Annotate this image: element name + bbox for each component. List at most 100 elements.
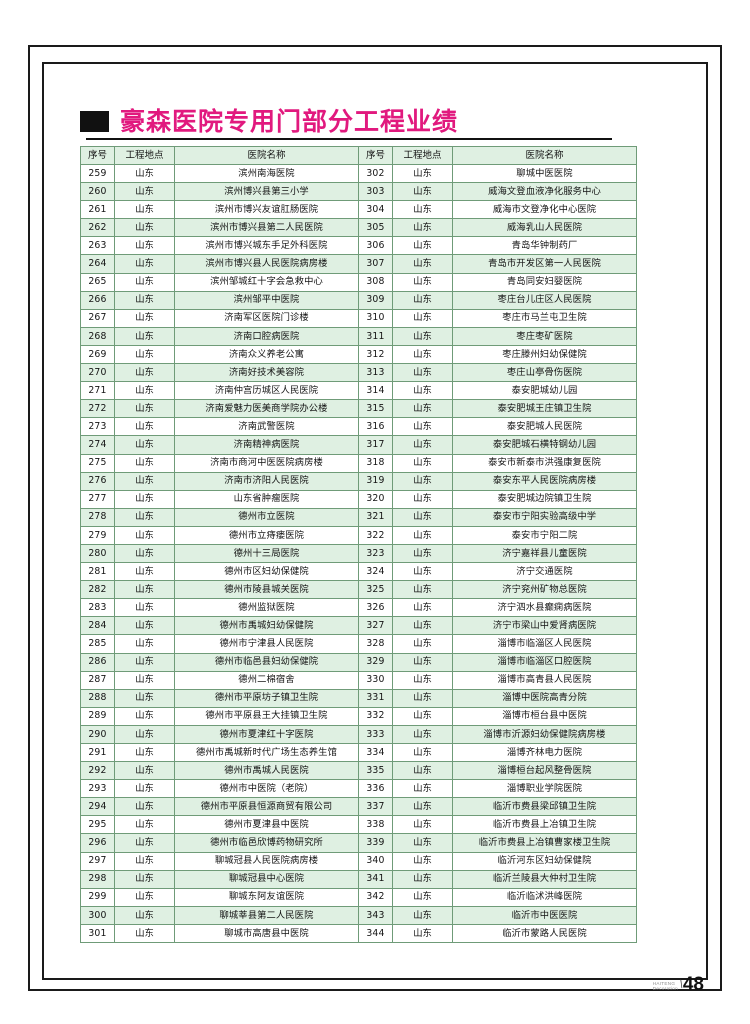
cell-index-right: 339 — [358, 833, 393, 853]
cell-index-left: 263 — [80, 236, 115, 256]
cell-index-left: 297 — [80, 851, 115, 871]
cell-location-right: 山东 — [392, 399, 453, 419]
cell-index-left: 259 — [80, 163, 115, 184]
cell-hospital-left: 滨州南海医院 — [174, 163, 359, 184]
cell-hospital-left: 滨州市博兴县人民医院病房楼 — [174, 254, 359, 274]
cell-location-right: 山东 — [392, 453, 453, 473]
cell-index-right: 317 — [358, 435, 393, 455]
cell-index-right: 328 — [358, 634, 393, 654]
table-row: 280 山东 德州十三局医院 323 山东 济宁嘉祥县儿童医院 — [80, 543, 637, 564]
cell-location-right: 山东 — [392, 851, 453, 871]
cell-index-left: 288 — [80, 688, 115, 708]
cell-index-right: 324 — [358, 562, 393, 582]
cell-index-left: 269 — [80, 344, 115, 365]
cell-hospital-left: 聊城冠县中心医院 — [174, 869, 359, 889]
cell-hospital-right: 泰安肥城王庄镇卫生院 — [452, 399, 637, 419]
cell-index-right: 344 — [358, 923, 393, 944]
cell-hospital-right: 淄博市临淄区口腔医院 — [452, 652, 637, 672]
table-row: 265 山东 滨州邹城红十字会急救中心 308 山东 青岛同安妇婴医院 — [80, 272, 637, 292]
table-row: 290 山东 德州市夏津红十字医院 333 山东 淄博市沂源妇幼保健院病房楼 — [80, 724, 637, 745]
cell-hospital-left: 滨州邹平中医院 — [174, 290, 359, 310]
table-row: 279 山东 德州市立痔瘘医院 322 山东 泰安市宁阳二院 — [80, 525, 637, 545]
cell-hospital-right: 济宁交通医院 — [452, 562, 637, 582]
col-header-hospital-right: 医院名称 — [452, 146, 637, 165]
square-bullet-icon — [80, 111, 109, 132]
cell-index-right: 340 — [358, 851, 393, 871]
cell-hospital-right: 枣庄山亭骨伤医院 — [452, 363, 637, 383]
cell-location-right: 山东 — [392, 869, 453, 889]
cell-hospital-right: 临沂市费县上冶镇卫生院 — [452, 815, 637, 835]
cell-hospital-right: 淄博市桓台县中医院 — [452, 706, 637, 726]
cell-index-right: 337 — [358, 797, 393, 817]
cell-index-right: 308 — [358, 272, 393, 292]
cell-location-right: 山东 — [392, 326, 453, 346]
cell-location-right: 山东 — [392, 471, 453, 491]
table-row: 287 山东 德州二棉宿舍 330 山东 淄博市高青县人民医院 — [80, 670, 637, 690]
cell-hospital-left: 滨州邹城红十字会急救中心 — [174, 272, 359, 292]
cell-index-right: 321 — [358, 507, 393, 527]
cell-location-left: 山东 — [114, 254, 175, 274]
page-title: 豪森医院专用门部分工程业绩 — [120, 107, 459, 136]
cell-hospital-left: 滨州博兴县第三小学 — [174, 182, 359, 202]
cell-hospital-left: 德州市夏津红十字医院 — [174, 724, 359, 745]
table-row: 262 山东 滨州市博兴县第二人民医院 305 山东 威海乳山人民医院 — [80, 218, 637, 238]
cell-index-right: 334 — [358, 742, 393, 763]
cell-index-left: 277 — [80, 489, 115, 509]
table-row: 272 山东 济南爱魅力医美商学院办公楼 315 山东 泰安肥城王庄镇卫生院 — [80, 399, 637, 419]
cell-location-right: 山东 — [392, 815, 453, 835]
cell-index-right: 302 — [358, 163, 393, 184]
table-row: 285 山东 德州市宁津县人民医院 328 山东 淄博市临淄区人民医院 — [80, 634, 637, 654]
cell-hospital-left: 聊城莘县第二人民医院 — [174, 905, 359, 925]
cell-location-left: 山东 — [114, 887, 175, 907]
cell-index-left: 276 — [80, 471, 115, 491]
cell-index-right: 313 — [358, 363, 393, 383]
cell-location-right: 山东 — [392, 417, 453, 437]
cell-index-left: 261 — [80, 200, 115, 220]
cell-hospital-right: 泰安东平人民医院病房楼 — [452, 471, 637, 491]
cell-location-left: 山东 — [114, 453, 175, 473]
cell-hospital-right: 淄博职业学院医院 — [452, 779, 637, 799]
cell-location-left: 山东 — [114, 200, 175, 220]
cell-hospital-left: 德州市禹城新时代广场生态养生馆 — [174, 742, 359, 763]
cell-hospital-left: 济南精神病医院 — [174, 435, 359, 455]
cell-location-left: 山东 — [114, 507, 175, 527]
cell-index-left: 286 — [80, 652, 115, 672]
table-row: 264 山东 滨州市博兴县人民医院病房楼 307 山东 青岛市开发区第一人民医院 — [80, 254, 637, 274]
cell-hospital-left: 济南市商河中医医院病房楼 — [174, 453, 359, 473]
cell-location-right: 山东 — [392, 272, 453, 292]
cell-index-left: 290 — [80, 724, 115, 745]
cell-location-right: 山东 — [392, 562, 453, 582]
cell-location-right: 山东 — [392, 923, 453, 944]
cell-hospital-right: 淄博市高青县人民医院 — [452, 670, 637, 690]
cell-index-right: 329 — [358, 652, 393, 672]
cell-index-left: 281 — [80, 562, 115, 582]
cell-location-left: 山东 — [114, 272, 175, 292]
cell-index-left: 273 — [80, 417, 115, 437]
cell-hospital-left: 德州市立医院 — [174, 507, 359, 527]
table-row: 268 山东 济南口腔病医院 311 山东 枣庄枣矿医院 — [80, 326, 637, 346]
cell-location-left: 山东 — [114, 236, 175, 256]
cell-hospital-left: 德州市平原县王大挂镇卫生院 — [174, 706, 359, 726]
cell-index-left: 295 — [80, 815, 115, 835]
table-row: 296 山东 德州市临邑欣博药物研究所 339 山东 临沂市费县上冶镇曹家楼卫生院 — [80, 833, 637, 853]
title-row: 豪森医院专用门部分工程业绩 — [80, 100, 640, 134]
table-row: 267 山东 济南军区医院门诊楼 310 山东 枣庄市马兰屯卫生院 — [80, 308, 637, 328]
cell-index-right: 311 — [358, 326, 393, 346]
cell-location-right: 山东 — [392, 381, 453, 401]
cell-index-left: 265 — [80, 272, 115, 292]
table-row: 277 山东 山东省肿瘤医院 320 山东 泰安肥城边院镇卫生院 — [80, 489, 637, 509]
cell-index-left: 266 — [80, 290, 115, 310]
cell-location-left: 山东 — [114, 163, 175, 184]
cell-location-right: 山东 — [392, 254, 453, 274]
cell-location-left: 山东 — [114, 815, 175, 835]
cell-hospital-left: 聊城东阿友谊医院 — [174, 887, 359, 907]
cell-index-right: 319 — [358, 471, 393, 491]
cell-location-right: 山东 — [392, 706, 453, 726]
cell-index-left: 301 — [80, 923, 115, 944]
cell-index-left: 283 — [80, 598, 115, 618]
cell-hospital-left: 滨州市博兴友谊肛肠医院 — [174, 200, 359, 220]
cell-location-left: 山东 — [114, 543, 175, 564]
cell-index-right: 338 — [358, 815, 393, 835]
cell-location-right: 山东 — [392, 363, 453, 383]
cell-location-left: 山东 — [114, 833, 175, 853]
